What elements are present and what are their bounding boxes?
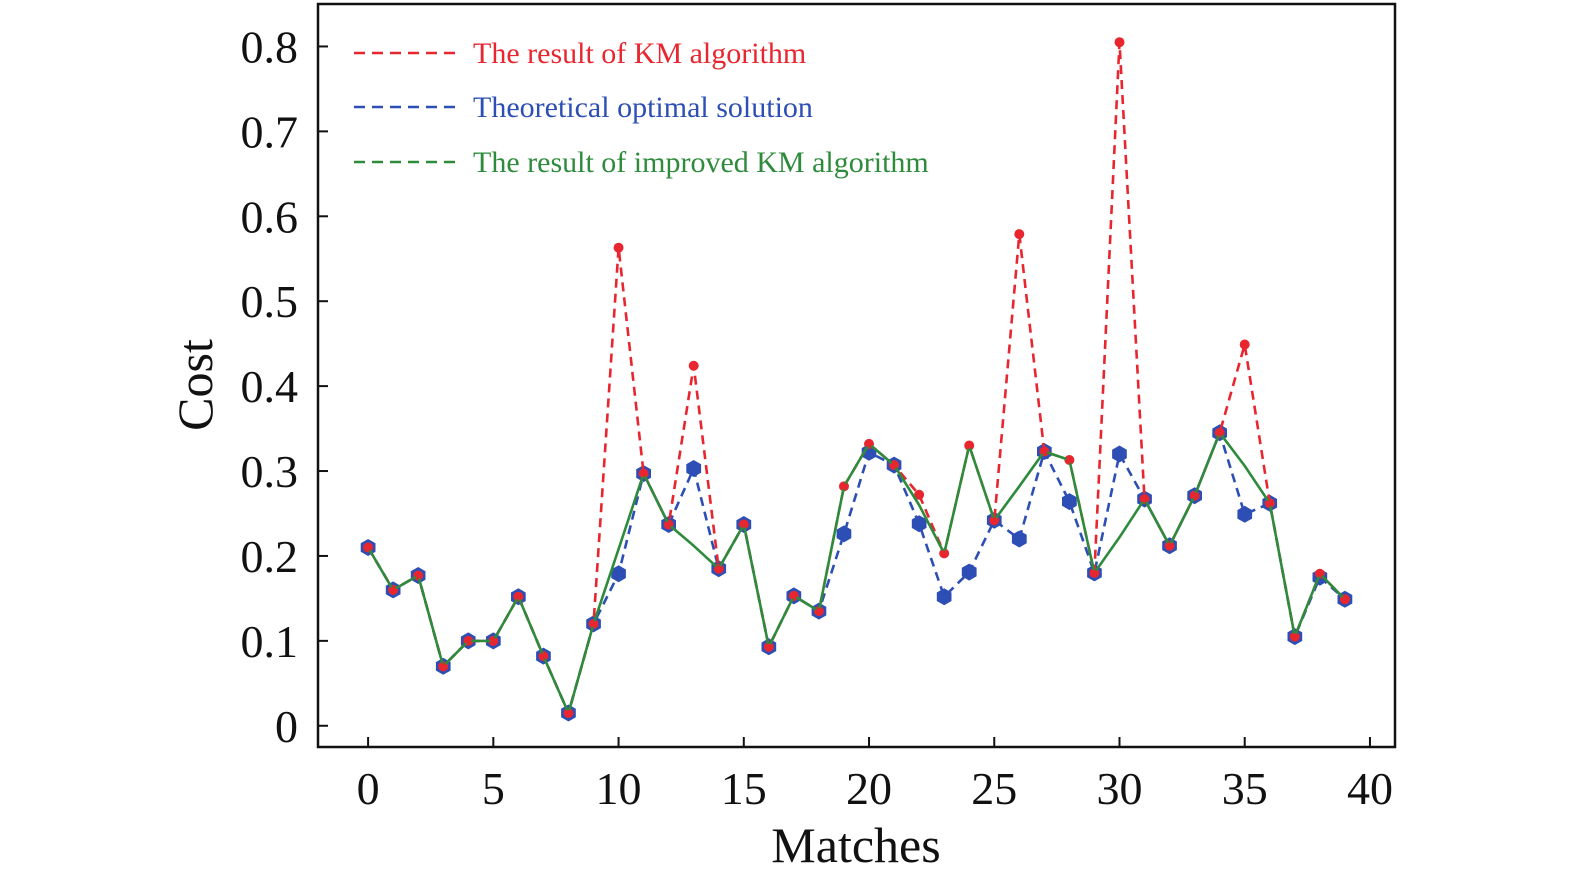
series-line <box>366 431 1346 715</box>
data-point <box>865 440 873 448</box>
data-point <box>915 491 923 499</box>
data-point <box>740 521 747 528</box>
y-tick-label: 0.3 <box>241 446 299 497</box>
data-point <box>440 663 447 670</box>
series-3 <box>366 431 1346 715</box>
data-point <box>1316 570 1324 577</box>
x-axis-label: Matches <box>771 817 940 873</box>
data-point <box>615 244 622 251</box>
x-tick-label: 5 <box>482 763 505 814</box>
x-tick-label: 35 <box>1222 763 1268 814</box>
data-point <box>1112 445 1127 463</box>
x-tick-label: 15 <box>721 763 767 814</box>
data-point <box>1066 456 1073 464</box>
series-2 <box>360 424 1353 722</box>
x-tick-label: 0 <box>357 763 380 814</box>
series-1 <box>363 37 1350 719</box>
x-tick-label: 10 <box>596 763 642 814</box>
data-point <box>1341 596 1349 603</box>
y-tick-label: 0.2 <box>241 531 299 582</box>
data-point <box>1011 530 1027 548</box>
data-point <box>1291 633 1299 640</box>
ticks-layer: 0 5 10 15 20 25 30 35 40 0 0.1 0.2 0.3 0.4 0.5 0.6 0.7 0.… <box>241 21 1393 814</box>
series-layer <box>360 37 1353 722</box>
data-point <box>611 565 626 583</box>
data-point <box>590 620 597 628</box>
legend-label: Theoretical optimal solution <box>473 91 813 124</box>
point-overlay <box>364 39 1349 717</box>
x-tick-label: 20 <box>846 763 892 814</box>
legend-label: The result of improved KM algorithm <box>473 146 929 179</box>
data-point <box>790 592 798 600</box>
data-point <box>686 460 702 477</box>
legend-label: The result of KM algorithm <box>473 37 806 70</box>
y-tick-label: 0 <box>275 701 298 752</box>
data-point <box>890 461 898 469</box>
plot-frame <box>316 2 1397 749</box>
series-line <box>366 40 1346 715</box>
data-point <box>1237 505 1253 523</box>
data-point <box>690 362 697 369</box>
data-point <box>840 483 848 490</box>
data-point <box>765 643 773 651</box>
data-point <box>836 525 852 543</box>
x-tick-label: 40 <box>1347 763 1393 814</box>
data-point <box>465 637 472 645</box>
x-tick-label: 25 <box>971 763 1017 814</box>
data-point <box>815 607 823 615</box>
data-point <box>715 565 722 572</box>
data-point <box>1016 230 1023 238</box>
y-tick-label: 0.8 <box>241 21 299 72</box>
y-tick-label: 0.7 <box>241 106 299 157</box>
data-point <box>1062 493 1077 511</box>
series-line <box>366 431 1346 715</box>
legend: The result of KM algorithm Theoretical op… <box>354 37 929 179</box>
data-point <box>991 517 998 524</box>
y-tick-label: 0.6 <box>241 191 299 242</box>
data-point <box>966 442 973 449</box>
data-point <box>540 652 547 660</box>
y-axis-label: Cost <box>167 339 223 431</box>
data-point <box>936 588 952 606</box>
data-point <box>1141 495 1148 503</box>
data-point <box>1041 448 1048 455</box>
data-point <box>1116 39 1123 46</box>
y-tick-label: 0.4 <box>241 361 299 412</box>
y-tick-label: 0.1 <box>241 616 299 667</box>
data-point <box>1166 542 1173 549</box>
data-point <box>961 563 977 581</box>
data-point <box>1266 500 1273 507</box>
data-point <box>565 709 572 717</box>
data-point <box>1191 492 1198 499</box>
data-point <box>940 550 948 557</box>
data-point <box>1091 569 1098 577</box>
data-point <box>665 521 672 528</box>
data-point <box>1241 341 1248 348</box>
data-point <box>490 637 497 645</box>
data-point <box>515 593 522 600</box>
data-point <box>364 544 372 551</box>
data-point <box>911 515 927 533</box>
data-point <box>640 470 647 477</box>
x-tick-label: 30 <box>1096 763 1142 814</box>
data-point <box>414 572 422 579</box>
data-point <box>389 586 397 594</box>
data-point <box>1216 429 1223 437</box>
y-tick-label: 0.5 <box>241 276 299 327</box>
